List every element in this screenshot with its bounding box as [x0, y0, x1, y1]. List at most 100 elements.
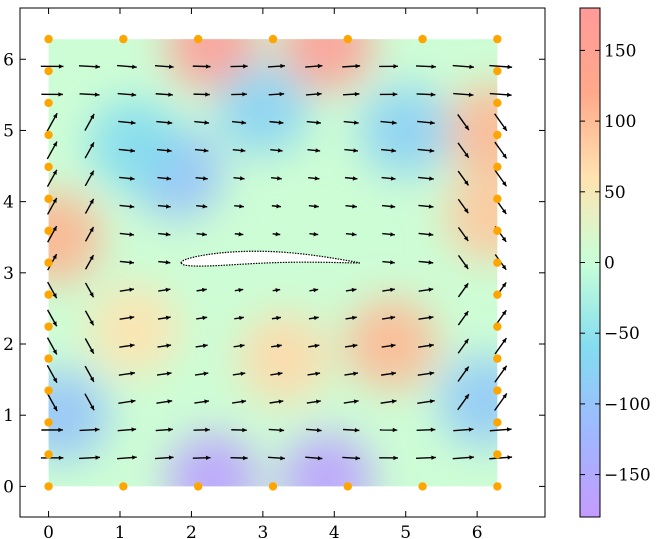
- field-arrow: [416, 427, 436, 432]
- field-arrow: [343, 399, 359, 404]
- field-arrow: [380, 120, 397, 125]
- heat-blob: [281, 433, 374, 487]
- colorbar-tick-label: −100: [604, 395, 651, 415]
- field-arrow: [305, 63, 323, 69]
- x-tick-label: 2: [186, 523, 197, 539]
- boundary-point: [418, 34, 427, 44]
- field-arrow: [381, 315, 396, 320]
- field-arrow: [234, 231, 244, 237]
- field-arrow: [156, 120, 173, 125]
- field-arrow: [272, 288, 281, 293]
- field-arrow: [154, 64, 174, 69]
- field-arrow: [156, 399, 173, 404]
- field-arrow: [342, 91, 360, 97]
- airfoil: [179, 250, 360, 267]
- field-arrow: [84, 170, 95, 187]
- boundary-point: [44, 98, 53, 108]
- field-arrow: [234, 204, 244, 209]
- boundary-point: [44, 34, 53, 44]
- boundary-point: [44, 226, 53, 236]
- field-arrow: [418, 260, 434, 265]
- boundary-point: [493, 34, 502, 44]
- x-tick-label: 0: [43, 523, 54, 539]
- field-arrow: [308, 315, 319, 321]
- field-arrow: [232, 371, 246, 376]
- field-arrow: [342, 63, 361, 69]
- boundary-point: [493, 130, 502, 140]
- field-arrow: [272, 231, 281, 237]
- field-arrow: [119, 232, 135, 237]
- field-arrow: [155, 92, 173, 97]
- field-arrow: [306, 399, 321, 404]
- field-arrow: [46, 337, 58, 355]
- field-arrow: [157, 343, 172, 348]
- field-arrow: [269, 399, 284, 404]
- field-arrow: [40, 455, 64, 461]
- field-arrow: [382, 232, 395, 237]
- boundary-point: [418, 482, 427, 491]
- y-tick-label: 2: [3, 335, 14, 355]
- field-arrow: [381, 204, 396, 209]
- field-arrow: [268, 91, 285, 97]
- field-arrow: [381, 176, 396, 181]
- field-arrow: [192, 455, 211, 460]
- field-arrow: [379, 427, 398, 433]
- field-arrow: [234, 315, 244, 321]
- field-arrow: [343, 120, 359, 125]
- field-arrow: [84, 338, 95, 354]
- heat-blob: [48, 369, 109, 462]
- field-arrow: [158, 287, 171, 293]
- field-arrow: [157, 315, 171, 320]
- field-arrow: [381, 343, 396, 348]
- field-arrow: [40, 64, 64, 69]
- field-arrow: [308, 343, 320, 349]
- field-arrow: [418, 176, 434, 181]
- boundary-point: [44, 482, 53, 491]
- vector-field: [40, 63, 513, 461]
- heat-blob: [445, 84, 498, 177]
- field-arrow: [117, 455, 137, 460]
- field-arrow: [271, 343, 282, 349]
- field-arrow: [494, 169, 507, 187]
- boundary-point: [44, 290, 53, 299]
- field-arrow: [78, 64, 101, 69]
- field-arrow: [233, 176, 245, 181]
- field-arrow: [382, 287, 395, 292]
- colorbar-tick-label: 0: [604, 254, 615, 274]
- field-arrow: [230, 64, 248, 69]
- field-arrow: [231, 399, 247, 404]
- boundary-point: [44, 162, 53, 172]
- field-arrow: [84, 226, 95, 242]
- boundary-point: [493, 482, 502, 491]
- boundary-point: [44, 354, 53, 363]
- field-arrow: [457, 338, 470, 354]
- field-arrow: [84, 113, 95, 131]
- field-arrow: [307, 148, 321, 153]
- boundary-point: [44, 194, 53, 204]
- boundary-point: [119, 482, 128, 491]
- x-tick-label: 6: [472, 523, 483, 539]
- field-arrow: [194, 399, 210, 404]
- field-arrow: [308, 204, 319, 209]
- field-arrow: [345, 204, 357, 209]
- field-arrow: [494, 141, 508, 159]
- colorbar-tick-label: −50: [604, 324, 640, 344]
- field-arrow: [47, 225, 58, 243]
- y-tick-label: 0: [3, 477, 14, 497]
- field-arrow: [119, 204, 135, 209]
- colorbar: −150 −100 −50 0 50 100 150: [579, 7, 651, 518]
- field-arrow: [41, 427, 63, 433]
- heat-blob: [48, 191, 102, 284]
- plot-frame: [19, 7, 546, 518]
- field-arrow: [270, 371, 283, 376]
- field-arrow: [118, 399, 136, 404]
- field-arrow: [196, 232, 207, 237]
- field-arrow: [84, 365, 95, 383]
- field-arrow: [308, 176, 320, 181]
- field-arrow: [233, 343, 245, 349]
- field-arrow: [307, 371, 321, 376]
- colorbar-ticks: −150 −100 −50 0 50 100 150: [580, 41, 651, 486]
- field-arrow: [47, 281, 58, 299]
- field-arrow: [344, 148, 359, 153]
